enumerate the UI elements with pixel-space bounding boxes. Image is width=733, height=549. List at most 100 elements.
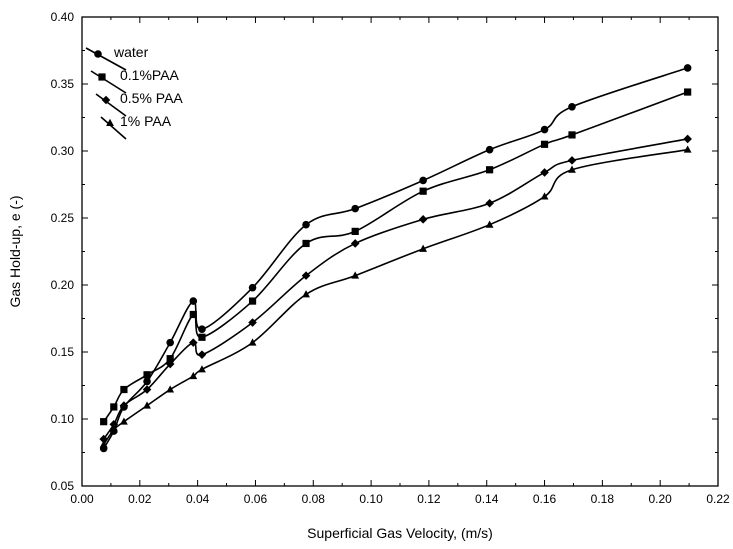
x-tick-label: 0.16: [533, 492, 557, 506]
x-tick-label: 0.12: [417, 492, 441, 506]
data-point: [109, 425, 118, 433]
plot-frame: [81, 16, 719, 487]
data-point: [99, 440, 108, 448]
data-point: [248, 283, 257, 292]
x-tick-label: 0.22: [706, 492, 730, 506]
data-point: [683, 64, 692, 72]
data-point: [189, 310, 197, 319]
data-point: [166, 338, 174, 347]
legend-label: 0.5% PAA: [120, 90, 183, 106]
series-0-1-paa: [100, 88, 692, 426]
data-point: [540, 192, 549, 200]
data-point: [301, 271, 311, 280]
data-point: [351, 227, 359, 235]
series-1-paa: [99, 145, 692, 448]
x-tick-label: 0.00: [70, 492, 94, 506]
data-point: [198, 325, 206, 334]
series-line: [103, 138, 688, 440]
series-line: [103, 91, 688, 423]
legend-item: 1% PAA: [100, 113, 172, 140]
data-point: [486, 166, 494, 174]
data-point: [166, 355, 174, 363]
series-layer: [99, 64, 692, 453]
legend-line: [90, 70, 127, 94]
data-point: [485, 198, 494, 208]
x-tick-label: 0.10: [359, 492, 383, 506]
data-point: [683, 134, 692, 144]
y-tick-label: 0.25: [51, 211, 75, 225]
data-point: [143, 377, 151, 386]
data-point: [684, 88, 692, 96]
data-point: [351, 204, 359, 213]
data-point: [302, 290, 310, 298]
data-point: [567, 156, 577, 165]
x-tick-label: 0.08: [302, 492, 326, 506]
series-0-5-paa: [99, 134, 692, 444]
legend: water 0.1%PAA 0.5% PAA 1% PAA: [85, 44, 183, 140]
data-point: [419, 244, 428, 252]
data-point: [189, 297, 198, 305]
y-tick-label: 0.20: [51, 278, 75, 292]
x-tick-label: 0.02: [128, 492, 152, 506]
legend-line: [85, 47, 127, 71]
data-point: [106, 118, 114, 126]
legend-line: [100, 116, 127, 140]
data-point: [142, 385, 152, 394]
data-point: [248, 297, 257, 305]
legend-item: water: [85, 44, 149, 71]
data-point: [568, 131, 576, 139]
x-tick-label: 0.18: [591, 492, 615, 506]
x-tick-label: 0.06: [244, 492, 268, 506]
data-point: [110, 403, 118, 411]
data-point: [100, 418, 108, 426]
data-point: [101, 95, 111, 105]
series-water: [99, 64, 692, 453]
legend-item: 0.1%PAA: [90, 67, 180, 94]
data-point: [248, 318, 257, 327]
data-point: [302, 220, 310, 229]
data-point: [485, 220, 494, 228]
data-point: [540, 168, 549, 177]
data-point: [98, 73, 106, 81]
legend-line: [95, 93, 127, 117]
data-point: [419, 187, 427, 195]
data-point: [302, 239, 310, 248]
data-point: [197, 350, 207, 359]
data-point: [166, 385, 175, 393]
data-point: [568, 102, 576, 111]
axes-layer: 0.00 0.02 0.04 0.06 0.08 0.10 0.12 0.14 0.16 0.18…: [51, 10, 730, 506]
data-point: [189, 338, 198, 347]
data-point: [198, 365, 206, 373]
data-point: [683, 145, 692, 153]
x-tick-label: 0.14: [475, 492, 499, 506]
data-point: [119, 401, 129, 410]
data-point: [540, 140, 549, 148]
data-point: [540, 125, 549, 134]
y-tick-label: 0.05: [51, 479, 75, 493]
data-point: [248, 338, 257, 346]
y-tick-label: 0.30: [51, 144, 75, 158]
y-tick-label: 0.10: [51, 412, 75, 426]
x-axis-title: Superficial Gas Velocity, (m/s): [307, 525, 493, 541]
y-tick-label: 0.15: [51, 345, 75, 359]
legend-label: 1% PAA: [120, 113, 172, 129]
data-point: [351, 271, 360, 279]
data-point: [189, 371, 198, 380]
y-tick-label: 0.35: [51, 77, 75, 91]
series-line: [103, 148, 688, 445]
data-point: [485, 145, 494, 154]
data-point: [419, 176, 427, 185]
x-tick-label: 0.04: [186, 492, 210, 506]
y-tick-label: 0.40: [51, 10, 75, 24]
data-point: [165, 359, 175, 369]
legend-item: 0.5% PAA: [95, 90, 183, 117]
x-tick-label: 0.20: [649, 492, 673, 506]
data-point: [120, 385, 128, 394]
data-point: [568, 165, 576, 173]
data-point: [350, 239, 360, 248]
legend-label: water: [113, 44, 149, 60]
data-point: [143, 371, 151, 379]
data-point: [418, 215, 428, 224]
y-axis-title: Gas Hold-up, e (-): [7, 195, 23, 307]
